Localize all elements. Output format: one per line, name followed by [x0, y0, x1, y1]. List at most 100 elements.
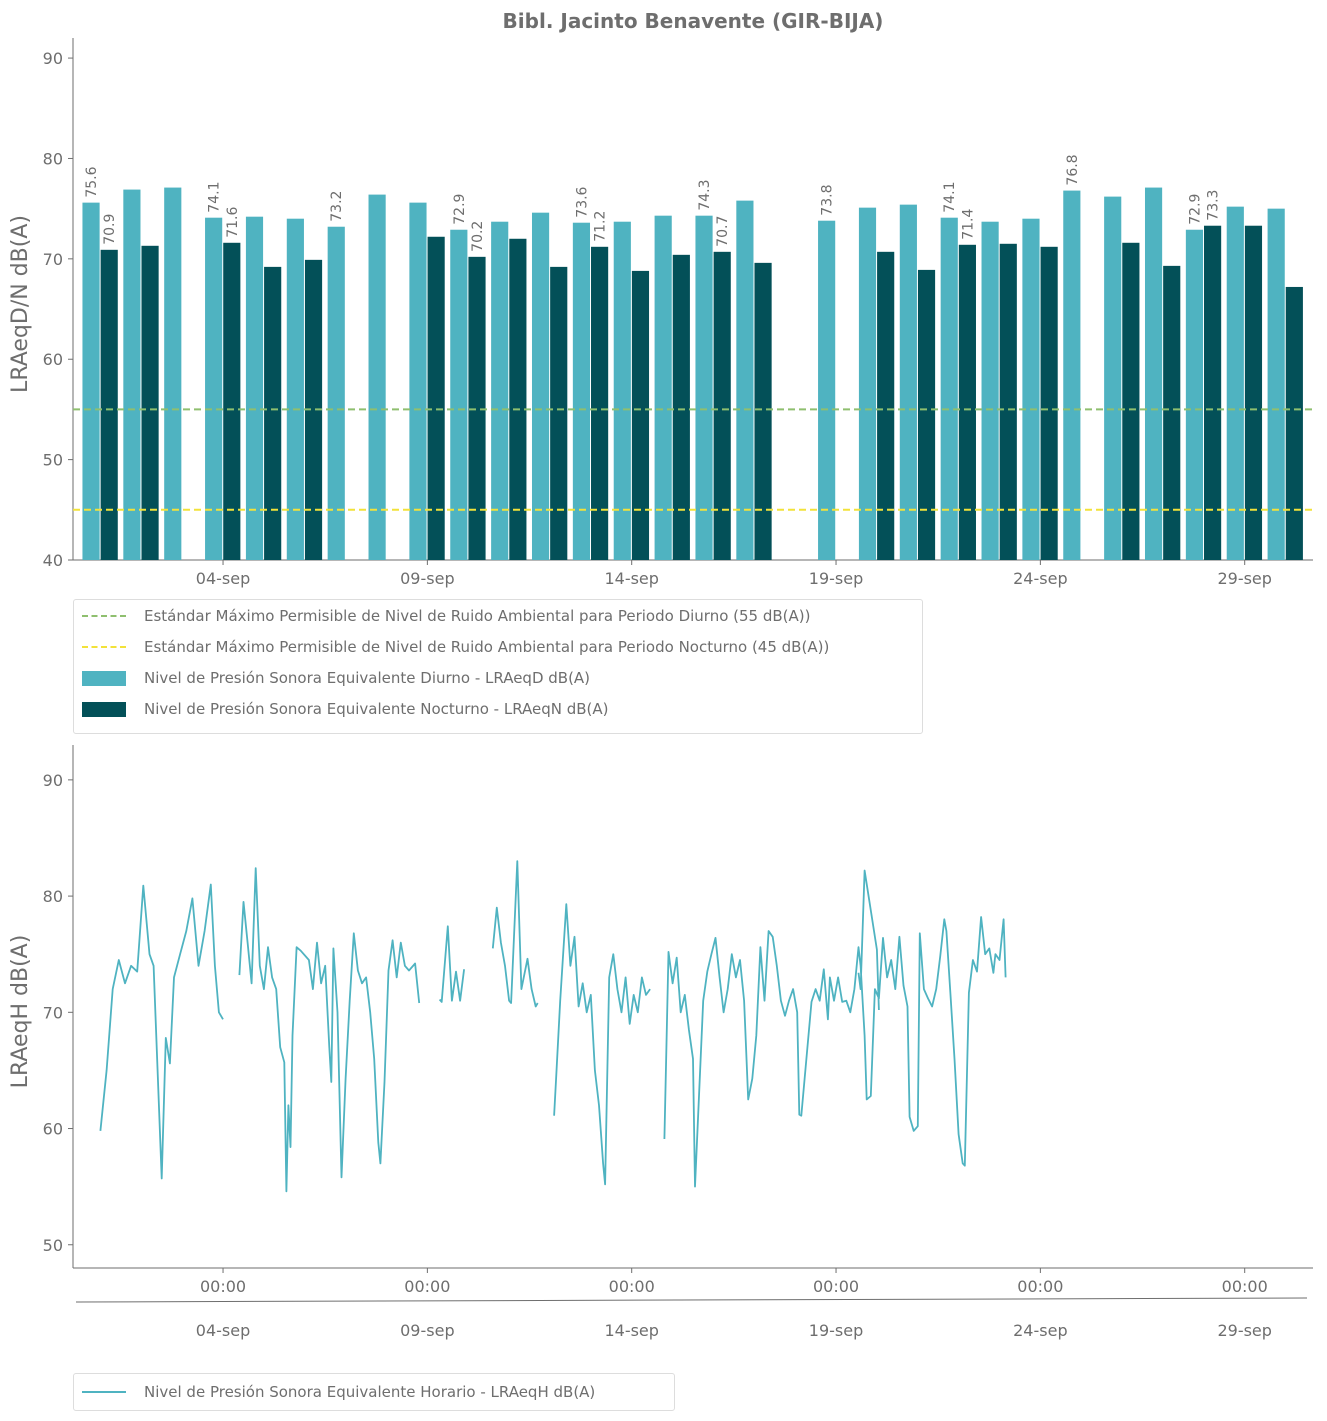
bar-night	[1244, 225, 1263, 560]
bar-night	[877, 251, 895, 561]
bar-day	[572, 222, 591, 560]
x-tick-label: 19-sep	[809, 569, 863, 588]
data-label: 73.6	[574, 186, 590, 217]
color-box-icon	[82, 701, 126, 717]
data-label: 74.1	[942, 182, 958, 213]
time-tick-label: 00:00	[609, 1277, 655, 1296]
bar-day	[164, 187, 182, 561]
bar-night	[468, 256, 486, 560]
data-label: 74.3	[697, 180, 713, 211]
bar-night	[550, 266, 568, 560]
secondary-axis-line	[75, 1297, 1308, 1303]
x-tick-label: 04-sep	[196, 569, 250, 588]
date-tick-label: 04-sep	[196, 1321, 250, 1340]
bar-day	[736, 200, 754, 560]
bar-night	[631, 270, 650, 560]
data-label: 71.2	[593, 211, 609, 242]
y-axis-label: LRAeqH dB(A)	[8, 935, 33, 1089]
date-tick-label: 19-sep	[809, 1321, 863, 1340]
bar-day	[1144, 187, 1163, 561]
bar-day	[368, 194, 386, 560]
time-tick-label: 00:00	[1222, 1277, 1268, 1296]
bar-day	[1185, 229, 1204, 560]
bar-day	[1063, 190, 1081, 561]
bar-night	[999, 243, 1017, 561]
bar-day	[245, 216, 264, 560]
bar-night	[223, 242, 241, 561]
x-tick-label: 29-sep	[1217, 569, 1271, 588]
bar-night	[264, 266, 282, 560]
daily-bar-chart: 40 50 60 70 80 90 04-sep 09-sep 14-sep 19-sep 24-s…	[8, 38, 1313, 588]
bar-day	[450, 229, 468, 560]
y-tick-label: 40	[43, 551, 63, 570]
bar-day	[818, 220, 836, 560]
legend-label-hourly: Nivel de Presión Sonora Equivalente Hora…	[144, 1383, 596, 1401]
bar-night	[754, 262, 772, 560]
legend-label-std-night: Estándar Máximo Permisible de Nivel de R…	[144, 637, 830, 656]
bar-day	[695, 215, 713, 560]
x-tick-label: 14-sep	[604, 569, 658, 588]
time-tick-label: 00:00	[813, 1277, 859, 1296]
bar-day	[1104, 196, 1122, 560]
bar-night	[713, 251, 731, 561]
y-tick-label: 80	[43, 149, 63, 168]
date-tick-label: 29-sep	[1217, 1321, 1271, 1340]
y-tick-label: 60	[43, 350, 63, 369]
bar-night	[1204, 225, 1222, 560]
legend-label-night: Nivel de Presión Sonora Equivalente Noct…	[144, 699, 609, 718]
x-tick-label: 09-sep	[400, 569, 454, 588]
bar-day	[899, 204, 917, 560]
data-label: 70.2	[470, 221, 486, 252]
legend-item-std-day: Estándar Máximo Permisible de Nivel de R…	[74, 600, 922, 631]
time-tick-label: 00:00	[1017, 1277, 1063, 1296]
bar-day	[327, 226, 345, 560]
bar-day	[82, 202, 100, 560]
data-label: 73.8	[820, 185, 836, 216]
y-tick-label: 90	[43, 771, 63, 790]
data-label: 72.9	[1187, 194, 1203, 225]
data-label: 70.9	[102, 214, 118, 245]
y-axis-label: LRAeqD/N dB(A)	[8, 215, 33, 393]
bar-night	[591, 246, 609, 561]
y-tick-label: 90	[43, 49, 63, 68]
dashed-line-icon	[82, 645, 126, 648]
legend-item-hourly: Nivel de Presión Sonora Equivalente Hora…	[74, 1374, 674, 1410]
bar-night	[141, 245, 159, 561]
y-tick-label: 50	[43, 451, 63, 470]
bar-chart-legend: Estándar Máximo Permisible de Nivel de R…	[73, 599, 923, 734]
date-tick-label: 09-sep	[400, 1321, 454, 1340]
bar-night	[100, 249, 118, 561]
y-tick-label: 70	[43, 1003, 63, 1022]
y-tick-label: 50	[43, 1236, 63, 1255]
bar-night	[304, 259, 323, 560]
solid-line-icon	[82, 1391, 126, 1393]
y-tick-label: 80	[43, 887, 63, 906]
bar-day	[491, 221, 509, 560]
data-label: 71.4	[960, 209, 976, 240]
bar-day	[654, 215, 672, 560]
chart-title: Bibl. Jacinto Benavente (GIR-BIJA)	[503, 9, 884, 33]
bar-day	[531, 212, 550, 560]
line-chart-legend: Nivel de Presión Sonora Equivalente Hora…	[73, 1373, 675, 1411]
legend-label-std-day: Estándar Máximo Permisible de Nivel de R…	[144, 606, 811, 625]
dashed-line-icon	[82, 614, 126, 617]
date-tick-label: 24-sep	[1013, 1321, 1067, 1340]
bar-day	[1022, 218, 1040, 560]
y-tick-label: 60	[43, 1120, 63, 1139]
data-label: 70.7	[715, 216, 731, 247]
bar-night	[427, 236, 445, 560]
hourly-line-chart: 50 60 70 80 90 00:00 04-sep 00:00 09-sep 00:00 14-…	[8, 745, 1313, 1340]
legend-item-day: Nivel de Presión Sonora Equivalente Diur…	[74, 662, 922, 693]
x-tick-label: 24-sep	[1013, 569, 1067, 588]
bar-night	[958, 244, 976, 561]
bar-day	[940, 217, 958, 560]
color-box-icon	[82, 670, 126, 686]
time-tick-label: 00:00	[404, 1277, 450, 1296]
bar-day	[205, 217, 223, 560]
bar-night	[1285, 286, 1303, 560]
data-label: 75.6	[84, 166, 100, 197]
data-label: 76.8	[1065, 154, 1081, 185]
bar-night	[1040, 246, 1058, 561]
bar-night	[509, 238, 527, 560]
